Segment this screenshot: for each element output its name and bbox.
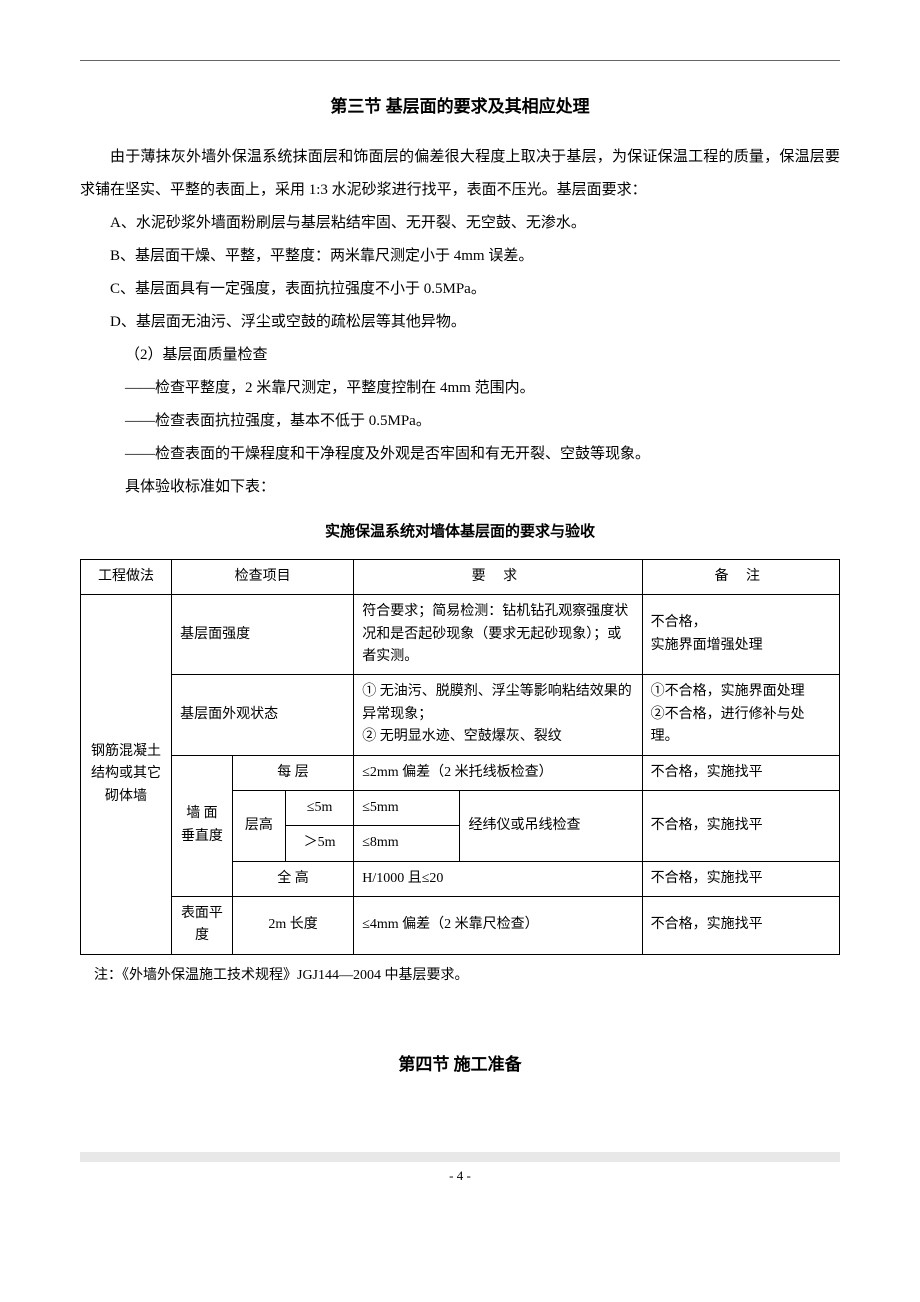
table-row: 墙 面垂直度 每 层 ≤2mm 偏差（2 米托线板检查） 不合格，实施找平	[81, 755, 840, 790]
cell-per-layer: 每 层	[232, 755, 353, 790]
subsection-header: （2）基层面质量检查	[80, 339, 840, 372]
cell-req-appearance: ① 无油污、脱膜剂、浮尘等影响粘结效果的异常现象； ② 无明显水迹、空鼓爆灰、裂…	[354, 675, 642, 755]
cell-note-appearance: ①不合格，实施界面处理 ②不合格，进行修补与处理。	[642, 675, 839, 755]
table-title: 实施保温系统对墙体基层面的要求与验收	[80, 518, 840, 547]
cell-flatness: 表面平度	[172, 897, 233, 955]
check-item-4: 具体验收标准如下表：	[80, 471, 840, 504]
cell-check-appearance: 基层面外观状态	[172, 675, 354, 755]
intro-paragraph: 由于薄抹灰外墙外保温系统抹面层和饰面层的偏差很大程度上取决于基层，为保证保温工程…	[80, 141, 840, 207]
table-row: 基层面外观状态 ① 无油污、脱膜剂、浮尘等影响粘结效果的异常现象； ② 无明显水…	[81, 675, 840, 755]
th-check: 检查项目	[172, 559, 354, 594]
requirement-d: D、基层面无油污、浮尘或空鼓的疏松层等其他异物。	[80, 306, 840, 339]
cell-note-level-4: 不合格，实施找平	[642, 897, 839, 955]
cell-note-level-2: 不合格，实施找平	[642, 790, 839, 861]
table-row: 钢筋混凝土结构或其它砌体墙 基层面强度 符合要求；简易检测：钻机钻孔观察强度状况…	[81, 595, 840, 675]
page-footer: - 4 -	[80, 1152, 840, 1189]
page-number: - 4 -	[80, 1164, 840, 1189]
cell-req-4mm: ≤4mm 偏差（2 米靠尺检查）	[354, 897, 642, 955]
cell-check-strength: 基层面强度	[172, 595, 354, 675]
cell-note-strength: 不合格， 实施界面增强处理	[642, 595, 839, 675]
cell-structure-type: 钢筋混凝土结构或其它砌体墙	[81, 595, 172, 955]
table-header-row: 工程做法 检查项目 要 求 备 注	[81, 559, 840, 594]
section3-title: 第三节 基层面的要求及其相应处理	[80, 91, 840, 123]
requirement-b: B、基层面干燥、平整，平整度：两米靠尺测定小于 4mm 误差。	[80, 240, 840, 273]
table-footnote: 注：《外墙外保温施工技术规程》JGJ144—2004 中基层要求。	[80, 963, 840, 990]
cell-verticality: 墙 面垂直度	[172, 755, 233, 897]
requirement-a: A、水泥砂浆外墙面粉刷层与基层粘结牢固、无开裂、无空鼓、无渗水。	[80, 207, 840, 240]
th-method: 工程做法	[81, 559, 172, 594]
footer-bar	[80, 1152, 840, 1162]
requirement-c: C、基层面具有一定强度，表面抗拉强度不小于 0.5MPa。	[80, 273, 840, 306]
cell-2m-length: 2m 长度	[232, 897, 353, 955]
cell-le5mm: ≤5mm	[354, 790, 460, 825]
check-item-2: ——检查表面抗拉强度，基本不低于 0.5MPa。	[80, 405, 840, 438]
cell-theodolite: 经纬仪或吊线检查	[460, 790, 642, 861]
table-row: 表面平度 2m 长度 ≤4mm 偏差（2 米靠尺检查） 不合格，实施找平	[81, 897, 840, 955]
cell-le8mm: ≤8mm	[354, 826, 460, 861]
section4-title: 第四节 施工准备	[80, 1049, 840, 1081]
th-note: 备 注	[642, 559, 839, 594]
header-divider	[80, 60, 840, 61]
cell-note-level-3: 不合格，实施找平	[642, 861, 839, 896]
cell-full-height: 全 高	[232, 861, 353, 896]
cell-h1000: H/1000 且≤20	[354, 861, 642, 896]
requirements-table: 工程做法 检查项目 要 求 备 注 钢筋混凝土结构或其它砌体墙 基层面强度 符合…	[80, 559, 840, 955]
cell-note-level-1: 不合格，实施找平	[642, 755, 839, 790]
th-req: 要 求	[354, 559, 642, 594]
cell-gt5m: ＞5m	[285, 826, 353, 861]
cell-le5m: ≤5m	[285, 790, 353, 825]
cell-req-2mm: ≤2mm 偏差（2 米托线板检查）	[354, 755, 642, 790]
cell-req-strength: 符合要求；简易检测：钻机钻孔观察强度状况和是否起砂现象（要求无起砂现象）；或者实…	[354, 595, 642, 675]
check-item-1: ——检查平整度，2 米靠尺测定，平整度控制在 4mm 范围内。	[80, 372, 840, 405]
cell-layer-height: 层高	[232, 790, 285, 861]
check-item-3: ——检查表面的干燥程度和干净程度及外观是否牢固和有无开裂、空鼓等现象。	[80, 438, 840, 471]
